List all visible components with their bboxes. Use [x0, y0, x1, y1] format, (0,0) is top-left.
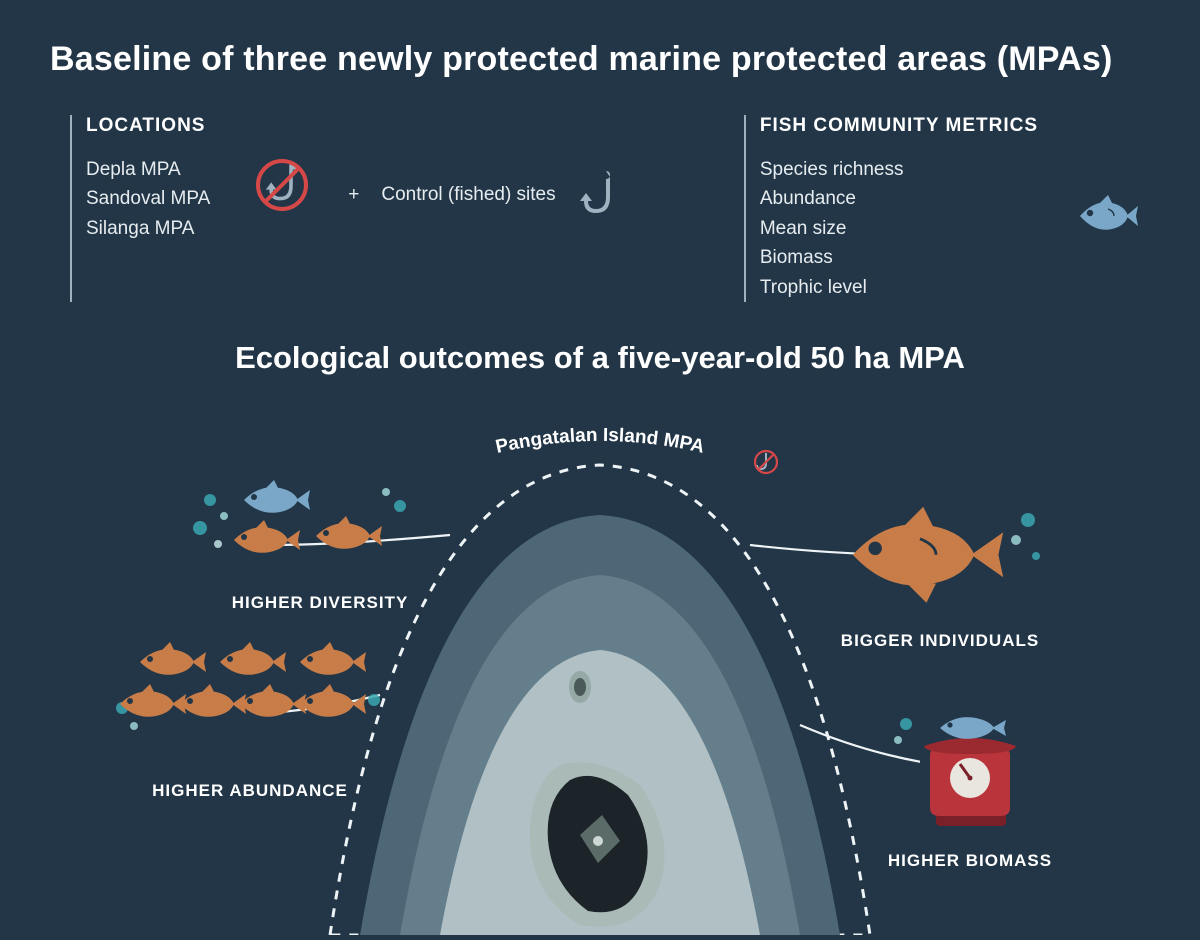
control-sites-text: Control (fished) sites: [381, 184, 555, 206]
scale-icon: [890, 700, 1050, 840]
big-fish-icon: [830, 500, 1050, 620]
main-title: Baseline of three newly protected marine…: [50, 40, 1113, 79]
list-item: Trophic level: [760, 273, 1038, 302]
outcome-bigger: BIGGER INDIVIDUALS: [830, 500, 1050, 651]
list-item: Mean size: [760, 214, 1038, 243]
list-item: Silanga MPA: [86, 214, 210, 243]
plus-sign: +: [348, 184, 359, 206]
outcome-abundance: HIGHER ABUNDANCE: [110, 640, 390, 801]
fish-abundance-icon: [110, 640, 390, 770]
outcome-diversity: HIGHER DIVERSITY: [190, 470, 420, 613]
fish-diversity-icon: [190, 470, 420, 590]
list-item: Species richness: [760, 155, 1038, 184]
outcome-biomass: HIGHER BIOMASS: [870, 700, 1070, 871]
outcome-label: BIGGER INDIVIDUALS: [830, 631, 1050, 651]
locations-label: LOCATIONS: [86, 115, 210, 137]
metrics-list: Species richness Abundance Mean size Bio…: [760, 155, 1038, 302]
outcome-label: HIGHER DIVERSITY: [220, 593, 420, 613]
list-item: Abundance: [760, 184, 1038, 213]
no-fishing-icon: [254, 157, 310, 218]
list-item: Biomass: [760, 243, 1038, 272]
subtitle: Ecological outcomes of a five-year-old 5…: [0, 340, 1200, 376]
fishing-hook-icon: [578, 167, 612, 223]
control-sites-block: + Control (fished) sites: [348, 167, 611, 223]
top-info-row: LOCATIONS Depla MPA Sandoval MPA Silanga…: [70, 115, 1140, 302]
list-item: Depla MPA: [86, 155, 210, 184]
metrics-label: FISH COMMUNITY METRICS: [760, 115, 1038, 137]
locations-list: Depla MPA Sandoval MPA Silanga MPA: [86, 155, 210, 243]
divider-vertical: [70, 115, 72, 302]
outcome-label: HIGHER BIOMASS: [870, 851, 1070, 871]
fish-icon: [1070, 191, 1140, 246]
locations-block: LOCATIONS Depla MPA Sandoval MPA Silanga…: [70, 115, 612, 302]
outcome-label: HIGHER ABUNDANCE: [110, 781, 390, 801]
list-item: Sandoval MPA: [86, 184, 210, 213]
divider-vertical: [744, 115, 746, 302]
metrics-block: FISH COMMUNITY METRICS Species richness …: [744, 115, 1140, 302]
